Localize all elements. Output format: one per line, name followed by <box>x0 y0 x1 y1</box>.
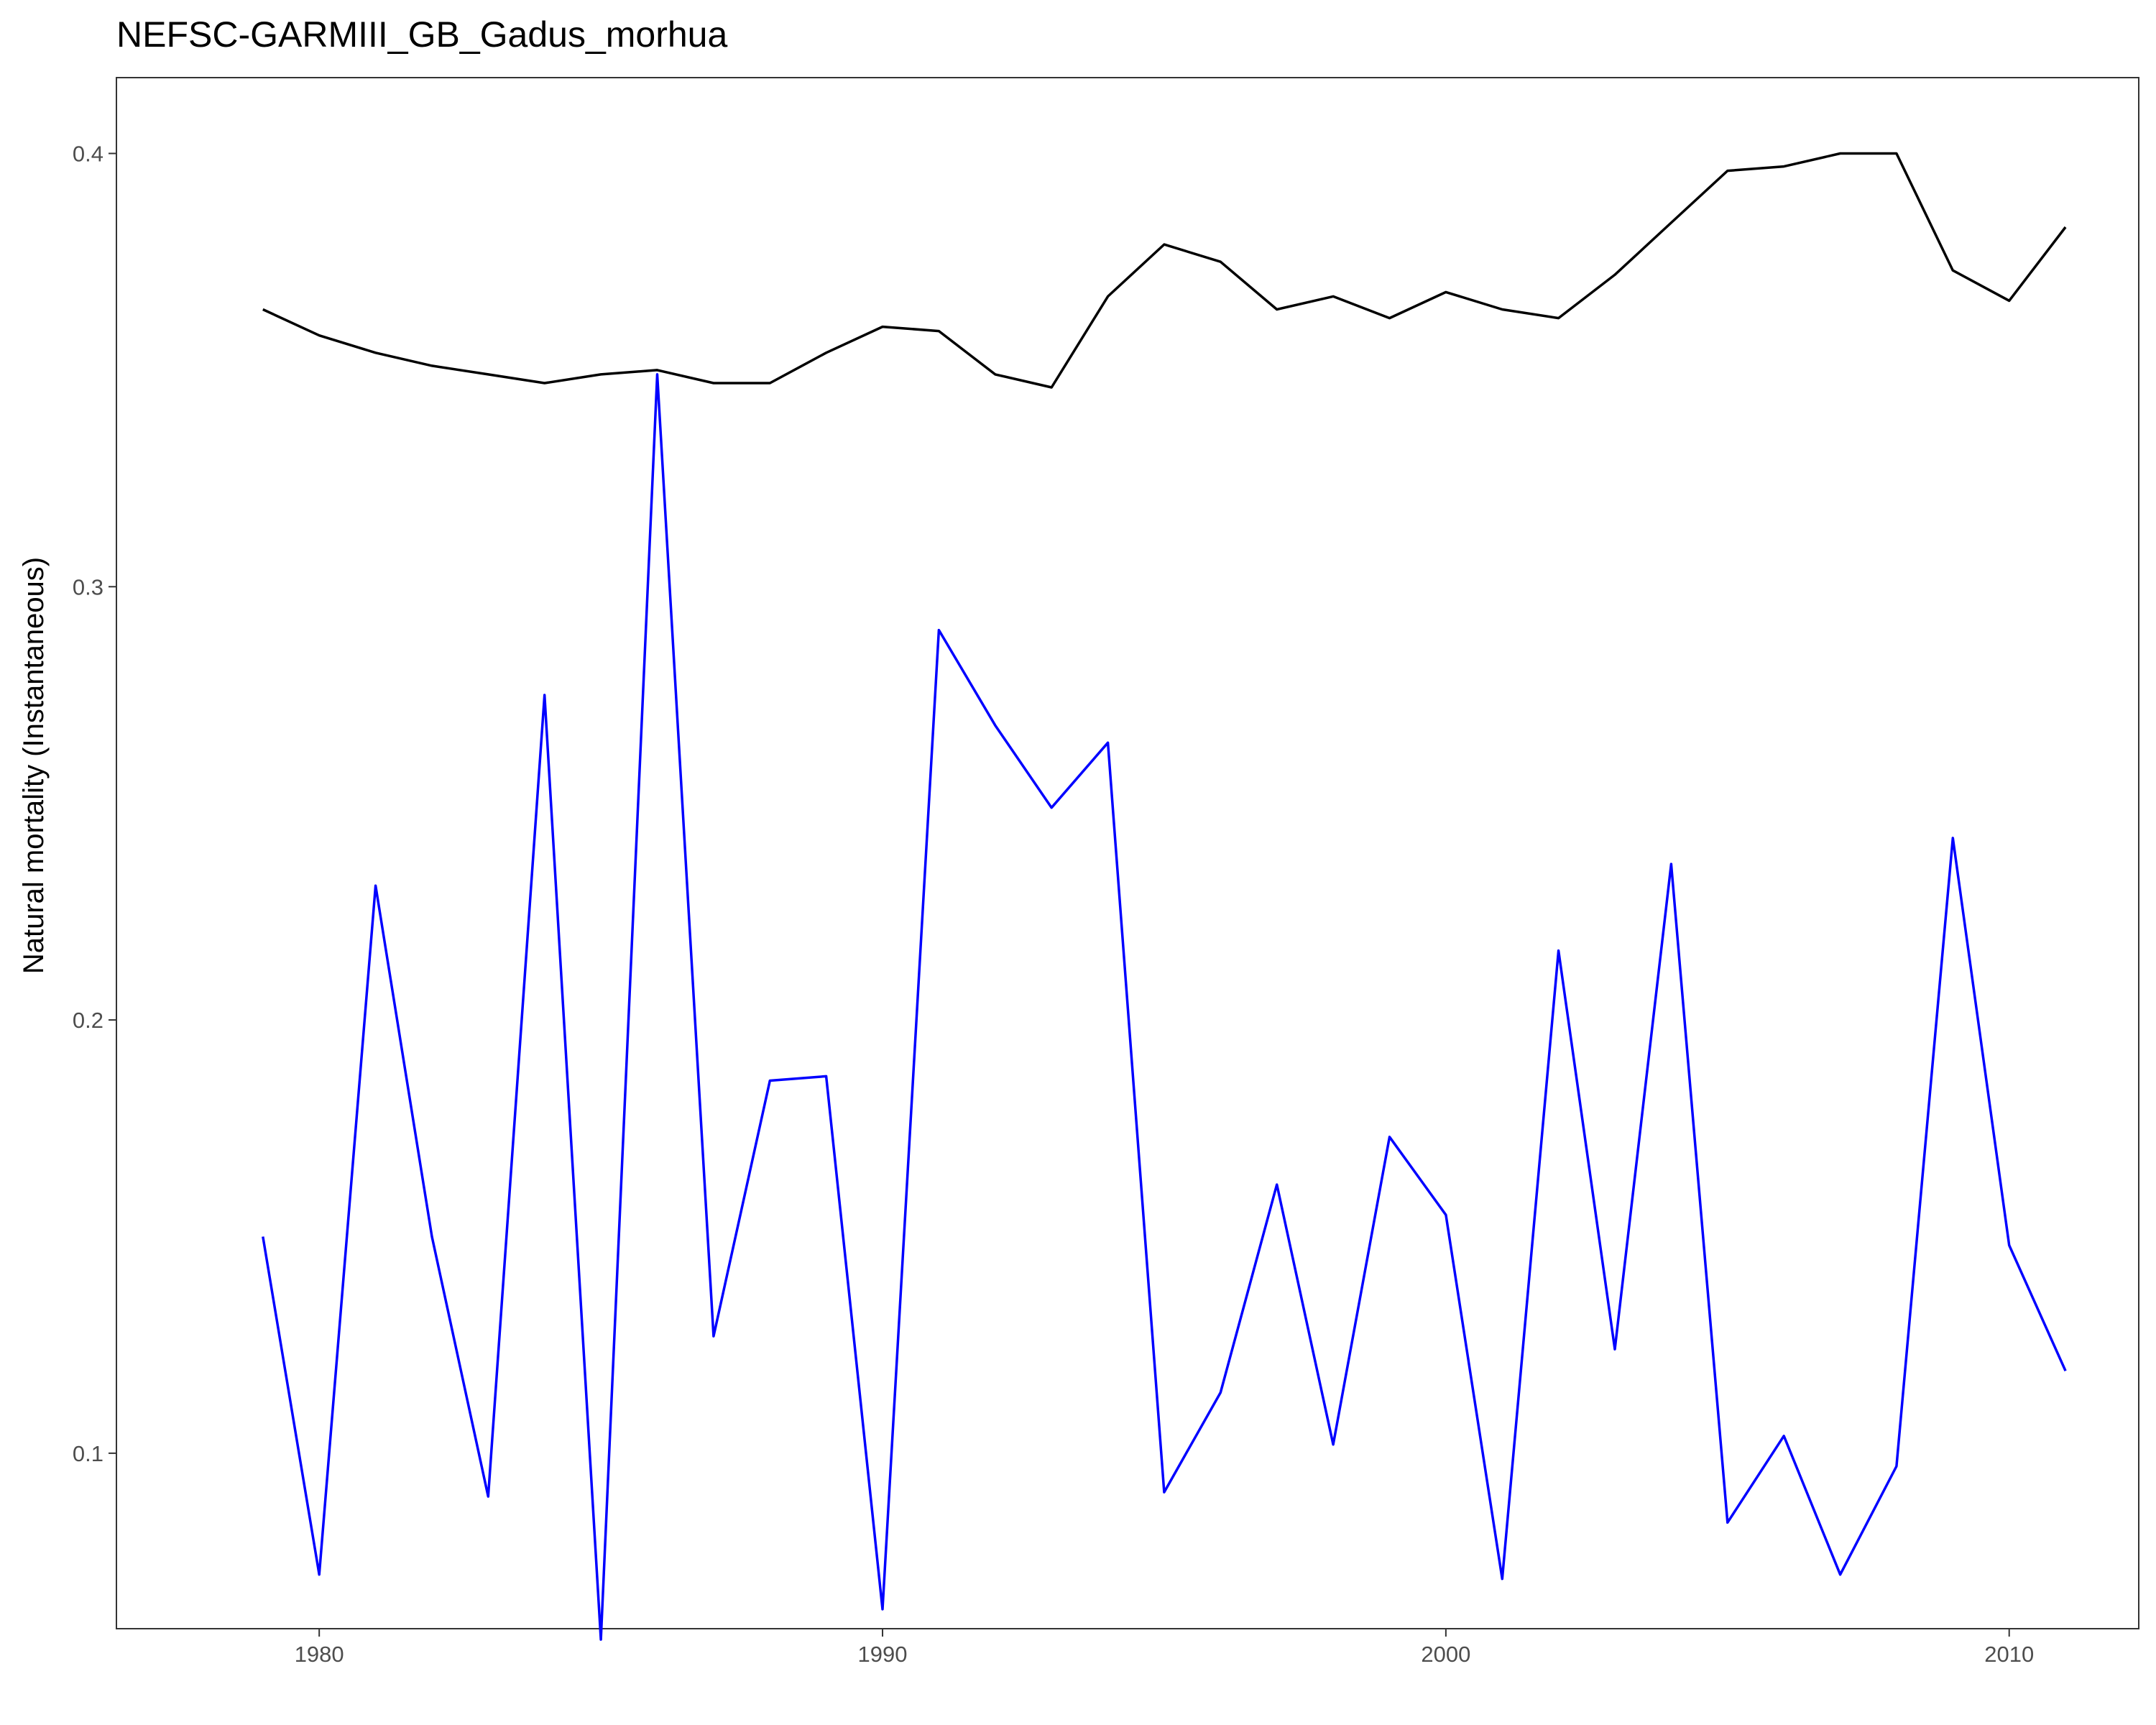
x-axis: 1980 1990 2000 2010 <box>295 1629 2034 1667</box>
y-axis: 0.1 0.2 0.3 0.4 <box>73 141 116 1466</box>
y-tick-label: 0.4 <box>73 141 103 166</box>
series-line-1 <box>262 152 2067 389</box>
x-tick-label: 1980 <box>295 1642 344 1667</box>
x-tick-label: 2000 <box>1421 1642 1470 1667</box>
y-tick-label: 0.2 <box>73 1008 103 1033</box>
chart-title: NEFSC-GARMIII_GB_Gadus_morhua <box>116 14 727 55</box>
series-line-2 <box>262 373 2067 1641</box>
x-tick-label: 1990 <box>858 1642 908 1667</box>
y-axis-label: Natural mortality (Instantaneous) <box>18 557 50 974</box>
y-tick-label: 0.1 <box>73 1441 103 1466</box>
x-tick-label: 2010 <box>1984 1642 2034 1667</box>
y-tick-label: 0.3 <box>73 574 103 599</box>
series-layer <box>262 152 2067 1641</box>
plot-panel <box>116 77 2139 1629</box>
